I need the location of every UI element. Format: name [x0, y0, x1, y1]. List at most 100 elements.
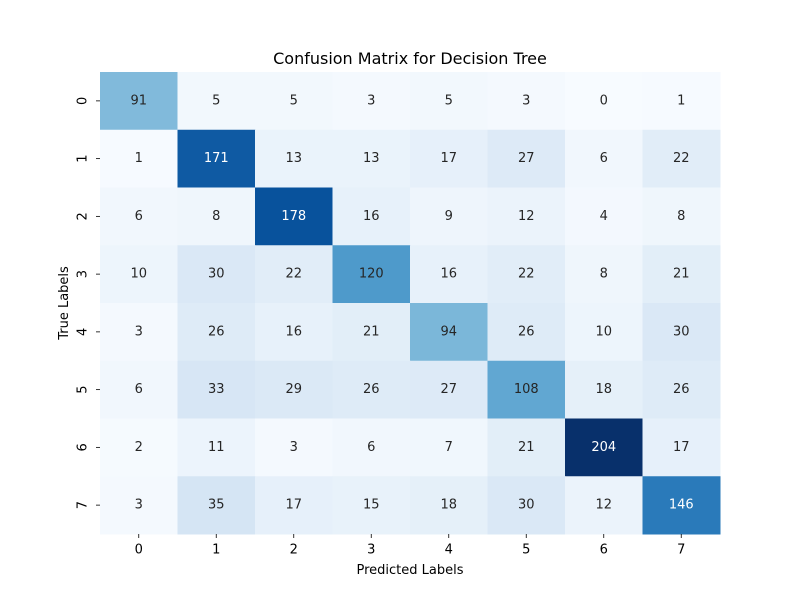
cell-value-2-7: 8	[677, 209, 685, 224]
heatmap-cell-3-2	[255, 245, 333, 304]
cell-value-1-3: 13	[363, 151, 380, 166]
cell-value-5-3: 26	[363, 382, 380, 397]
cell-value-0-5: 3	[522, 93, 530, 108]
cell-value-1-5: 27	[518, 151, 535, 166]
cell-value-2-6: 4	[600, 209, 608, 224]
chart-title: Confusion Matrix for Decision Tree	[273, 49, 547, 68]
heatmap-cell-2-6	[565, 187, 643, 246]
cell-value-4-3: 21	[363, 324, 380, 339]
cell-value-3-7: 21	[673, 267, 690, 282]
heatmap-cell-5-1	[177, 360, 256, 419]
cell-value-6-7: 17	[673, 440, 690, 455]
heatmap-cell-3-0	[100, 245, 178, 304]
y-tick-label-0: 0	[76, 97, 91, 105]
cell-value-7-1: 35	[208, 498, 225, 513]
heatmap-cell-7-4	[410, 476, 488, 535]
cell-value-0-0: 91	[130, 93, 147, 108]
heatmap-cell-3-7	[642, 245, 721, 304]
cell-value-3-3: 120	[359, 267, 384, 282]
cell-value-2-1: 8	[212, 209, 220, 224]
cell-value-1-4: 17	[440, 151, 457, 166]
cell-value-5-7: 26	[673, 382, 690, 397]
heatmap-cell-2-0	[100, 187, 178, 246]
cell-value-3-0: 10	[130, 267, 147, 282]
heatmap-cell-5-0	[100, 360, 178, 419]
heatmap-cell-6-7	[642, 418, 721, 477]
x-tick-label-2: 2	[290, 543, 298, 558]
cell-value-5-0: 6	[135, 382, 143, 397]
heatmap-cell-4-7	[642, 303, 721, 362]
heatmap-cell-1-6	[565, 129, 643, 188]
heatmap-cell-7-7	[642, 476, 721, 535]
heatmap-cell-2-1	[177, 187, 256, 246]
heatmap-cell-1-1	[177, 129, 256, 188]
cell-value-1-2: 13	[285, 151, 302, 166]
heatmap-cell-1-2	[255, 129, 333, 188]
heatmap-cell-5-7	[642, 360, 721, 419]
heatmap-cell-5-6	[565, 360, 643, 419]
heatmap-cell-4-2	[255, 303, 333, 362]
cell-value-7-3: 15	[363, 498, 380, 513]
heatmap-cell-4-0	[100, 303, 178, 362]
heatmap-cell-6-6	[565, 418, 643, 477]
cell-value-4-2: 16	[285, 324, 302, 339]
cell-value-1-6: 6	[600, 151, 608, 166]
y-tick-label-4: 4	[76, 328, 91, 336]
y-tick-label-2: 2	[76, 212, 91, 220]
heatmap-cell-5-4	[410, 360, 488, 419]
heatmap-cell-0-2	[255, 72, 333, 131]
cell-annotations: 91 5 5 3 5 3 0 11 171 13 13 17 27 6 226 8 178 16 9 12 4 810 30…	[130, 93, 693, 512]
heatmap-cell-6-3	[332, 418, 411, 477]
heatmap-cell-4-1	[177, 303, 256, 362]
x-tick-label-1: 1	[212, 543, 220, 558]
cell-value-6-6: 204	[591, 440, 616, 455]
x-axis-label: Predicted Labels	[356, 563, 463, 578]
cell-value-6-1: 11	[208, 440, 225, 455]
cell-value-5-6: 18	[595, 382, 612, 397]
cell-value-0-2: 5	[290, 93, 298, 108]
x-tick-label-6: 6	[600, 543, 608, 558]
heatmap-cell-0-1	[177, 72, 256, 131]
cell-value-6-3: 6	[367, 440, 375, 455]
heatmap-cell-6-1	[177, 418, 256, 477]
cell-value-7-5: 30	[518, 498, 535, 513]
cell-value-5-2: 29	[285, 382, 302, 397]
heatmap-cell-0-6	[565, 72, 643, 131]
cell-value-7-2: 17	[285, 498, 302, 513]
heatmap-cell-1-0	[100, 129, 178, 188]
cell-value-6-2: 3	[290, 440, 298, 455]
heatmap-cell-1-5	[487, 129, 566, 188]
heatmap-cell-1-7	[642, 129, 721, 188]
cell-value-4-5: 26	[518, 324, 535, 339]
cell-value-1-0: 1	[135, 151, 143, 166]
heatmap-cell-3-3	[332, 245, 411, 304]
x-axis-ticks: 0 1 2 3 4 5 6 7	[135, 534, 685, 558]
heatmap-cell-0-3	[332, 72, 411, 131]
heatmap-cell-6-2	[255, 418, 333, 477]
heatmap-cell-3-1	[177, 245, 256, 304]
y-axis-ticks: 0 1 2 3 4 5 6 7	[76, 97, 100, 509]
heatmap-cell-2-5	[487, 187, 566, 246]
heatmap-cell-7-2	[255, 476, 333, 535]
heatmap-cell-7-6	[565, 476, 643, 535]
cell-value-2-4: 9	[445, 209, 453, 224]
cell-value-7-6: 12	[595, 498, 612, 513]
heatmap-cell-1-3	[332, 129, 411, 188]
x-tick-label-4: 4	[445, 543, 453, 558]
heatmap-cell-5-2	[255, 360, 333, 419]
y-tick-label-5: 5	[76, 385, 91, 393]
cell-value-0-6: 0	[600, 93, 608, 108]
heatmap-cell-0-7	[642, 72, 721, 131]
cell-value-7-0: 3	[135, 498, 143, 513]
cell-value-3-4: 16	[440, 267, 457, 282]
heatmap-cell-2-7	[642, 187, 721, 246]
heatmap-cell-7-1	[177, 476, 256, 535]
heatmap-cell-6-4	[410, 418, 488, 477]
cell-value-3-5: 22	[518, 267, 535, 282]
y-axis-label: True Labels	[57, 266, 72, 341]
heatmap-cell-5-3	[332, 360, 411, 419]
cell-value-5-4: 27	[440, 382, 457, 397]
y-tick-label-1: 1	[76, 154, 91, 162]
cell-value-3-1: 30	[208, 267, 225, 282]
